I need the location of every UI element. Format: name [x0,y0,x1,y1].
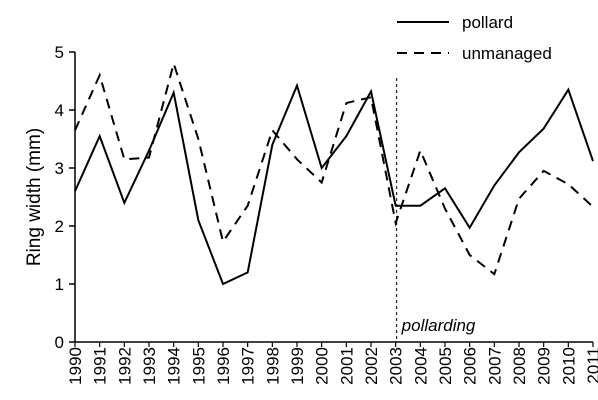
data-point-unmanaged [320,181,323,184]
x-tick-label: 1999 [288,347,307,385]
data-point-pollard [246,271,249,274]
x-tick-label: 1993 [140,347,159,385]
data-point-unmanaged [123,158,126,161]
x-tick-label: 2001 [337,347,356,385]
data-point-unmanaged [74,129,77,132]
series-unmanaged [74,60,595,276]
data-point-unmanaged [271,129,274,132]
data-point-unmanaged [444,207,447,210]
legend-label-pollard: pollard [462,13,513,32]
data-point-pollard [123,201,126,204]
data-point-pollard [468,226,471,229]
legend-label-unmanaged: unmanaged [462,44,552,63]
x-tick-group: 1990 1991 1992 1993 1994 1995 1996 1997 1998 1999… [66,342,598,385]
x-tick-label: 2000 [313,347,332,385]
data-point-pollard [567,88,570,91]
x-tick-label: 1997 [239,347,258,385]
y-tick-label: 2 [55,217,64,236]
data-point-unmanaged [98,74,101,77]
y-tick-label: 3 [55,159,64,178]
x-tick-label: 2007 [485,347,504,385]
data-point-unmanaged [222,240,225,243]
x-tick-label: 2010 [559,347,578,385]
data-point-unmanaged [246,204,249,207]
data-point-unmanaged [197,138,200,141]
axes [74,52,593,343]
x-tick-label: 1992 [115,347,134,385]
x-tick-label: 1995 [189,347,208,385]
data-point-unmanaged [542,169,545,172]
series-line-pollard [74,82,594,286]
y-tick-label: 0 [55,333,64,352]
data-point-pollard [345,135,348,138]
y-tick-label: 4 [55,101,64,120]
data-point-pollard [518,151,521,154]
x-tick-label: 1996 [214,347,233,385]
data-point-pollard [444,187,447,190]
series-group [74,60,595,286]
data-point-pollard [542,127,545,130]
data-point-unmanaged [172,62,175,65]
data-point-pollard [419,204,422,207]
data-point-unmanaged [394,222,397,225]
data-point-pollard [222,283,225,286]
data-point-pollard [197,219,200,222]
data-point-unmanaged [345,102,348,105]
y-tick-label: 5 [55,43,64,62]
data-point-pollard [172,91,175,94]
x-tick-label: 2004 [411,347,430,385]
legend: pollard unmanaged [397,13,552,63]
data-point-unmanaged [518,197,521,200]
data-point-unmanaged [296,158,299,161]
y-axis-title: Ring width (mm) [24,128,45,266]
x-tick-label: 2006 [461,347,480,385]
data-point-pollard [592,160,595,163]
data-point-pollard [320,167,323,170]
x-tick-label: 2008 [510,347,529,385]
y-tick-group: 0 1 2 3 4 5 [55,43,75,352]
data-point-pollard [394,204,397,207]
pollarding-marker: pollarding [396,78,476,342]
x-tick-label: 2009 [535,347,554,385]
data-point-unmanaged [567,183,570,186]
data-point-unmanaged [370,96,373,99]
series-pollard [74,82,595,286]
data-point-pollard [74,190,77,193]
data-point-pollard [370,90,373,93]
x-tick-label: 1990 [66,347,85,385]
data-point-unmanaged [493,273,496,276]
data-point-pollard [296,84,299,87]
y-tick-label: 1 [55,275,64,294]
x-tick-label: 1994 [165,347,184,385]
x-tick-label: 2003 [387,347,406,385]
x-tick-label: 2002 [362,347,381,385]
data-point-unmanaged [468,254,471,257]
series-line-unmanaged [74,60,594,276]
pollarding-annotation: pollarding [401,316,476,335]
x-tick-label: 1991 [91,347,110,385]
x-tick-label: 1998 [263,347,282,385]
x-tick-label: 2011 [584,347,598,384]
data-point-unmanaged [592,205,595,208]
data-point-unmanaged [148,156,151,159]
data-point-pollard [98,135,101,138]
data-point-pollard [493,184,496,187]
x-tick-label: 2005 [436,347,455,385]
data-point-unmanaged [419,149,422,152]
data-point-pollard [271,143,274,146]
